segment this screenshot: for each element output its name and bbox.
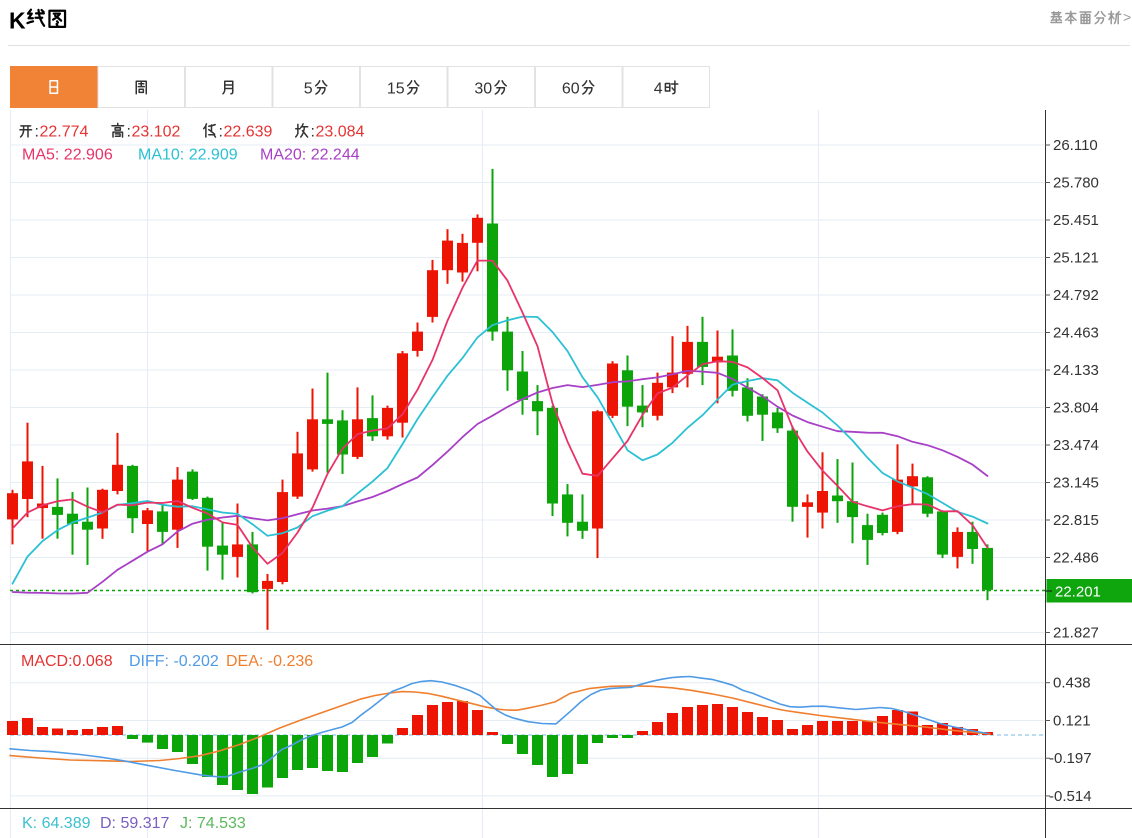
svg-text:DIFF: -0.202: DIFF: -0.202 [129, 653, 219, 670]
svg-text:-0.197: -0.197 [1049, 750, 1092, 767]
svg-text:MA10: 22.909: MA10: 22.909 [138, 147, 238, 164]
svg-text:26.110: 26.110 [1053, 137, 1098, 154]
svg-text:15: 15 [387, 81, 405, 98]
svg-text:21.827: 21.827 [1053, 625, 1099, 642]
svg-text:22.774: 22.774 [40, 124, 89, 141]
svg-text:K: 64.389: K: 64.389 [22, 815, 91, 832]
svg-text:23.084: 23.084 [316, 124, 365, 141]
svg-text:23.145: 23.145 [1053, 475, 1099, 492]
svg-text:23.474: 23.474 [1053, 437, 1099, 454]
svg-text::: : [311, 124, 315, 141]
svg-text:0.438: 0.438 [1053, 675, 1091, 692]
svg-text:MACD:0.068: MACD:0.068 [21, 653, 113, 670]
svg-text:5: 5 [304, 81, 313, 98]
svg-text::: : [35, 124, 39, 141]
svg-text:22.815: 22.815 [1053, 512, 1099, 529]
svg-text:DEA: -0.236: DEA: -0.236 [226, 653, 313, 670]
svg-text:24.463: 24.463 [1053, 325, 1099, 342]
svg-text::: : [127, 124, 131, 141]
svg-text:23.804: 23.804 [1053, 400, 1099, 417]
svg-text:4: 4 [654, 81, 663, 98]
svg-text:25.121: 25.121 [1053, 250, 1099, 267]
svg-text:22.201: 22.201 [1055, 584, 1101, 601]
svg-text:>: > [1123, 9, 1131, 25]
svg-text:MA20: 22.244: MA20: 22.244 [260, 147, 360, 164]
svg-text:30: 30 [474, 81, 492, 98]
svg-text:23.102: 23.102 [132, 124, 181, 141]
svg-text::: : [219, 124, 223, 141]
svg-text:0.121: 0.121 [1053, 713, 1091, 730]
svg-text:MA5: 22.906: MA5: 22.906 [22, 147, 113, 164]
svg-text:D: 59.317: D: 59.317 [100, 815, 169, 832]
svg-text:22.639: 22.639 [224, 124, 273, 141]
svg-text:-0.514: -0.514 [1049, 788, 1092, 805]
svg-text:25.780: 25.780 [1053, 175, 1099, 192]
svg-text:25.451: 25.451 [1053, 212, 1099, 229]
svg-text:K: K [9, 8, 26, 34]
svg-text:22.486: 22.486 [1053, 550, 1099, 567]
svg-text:24.792: 24.792 [1053, 287, 1099, 304]
svg-text:J: 74.533: J: 74.533 [180, 815, 246, 832]
svg-text:60: 60 [562, 81, 580, 98]
svg-text:24.133: 24.133 [1053, 362, 1099, 379]
